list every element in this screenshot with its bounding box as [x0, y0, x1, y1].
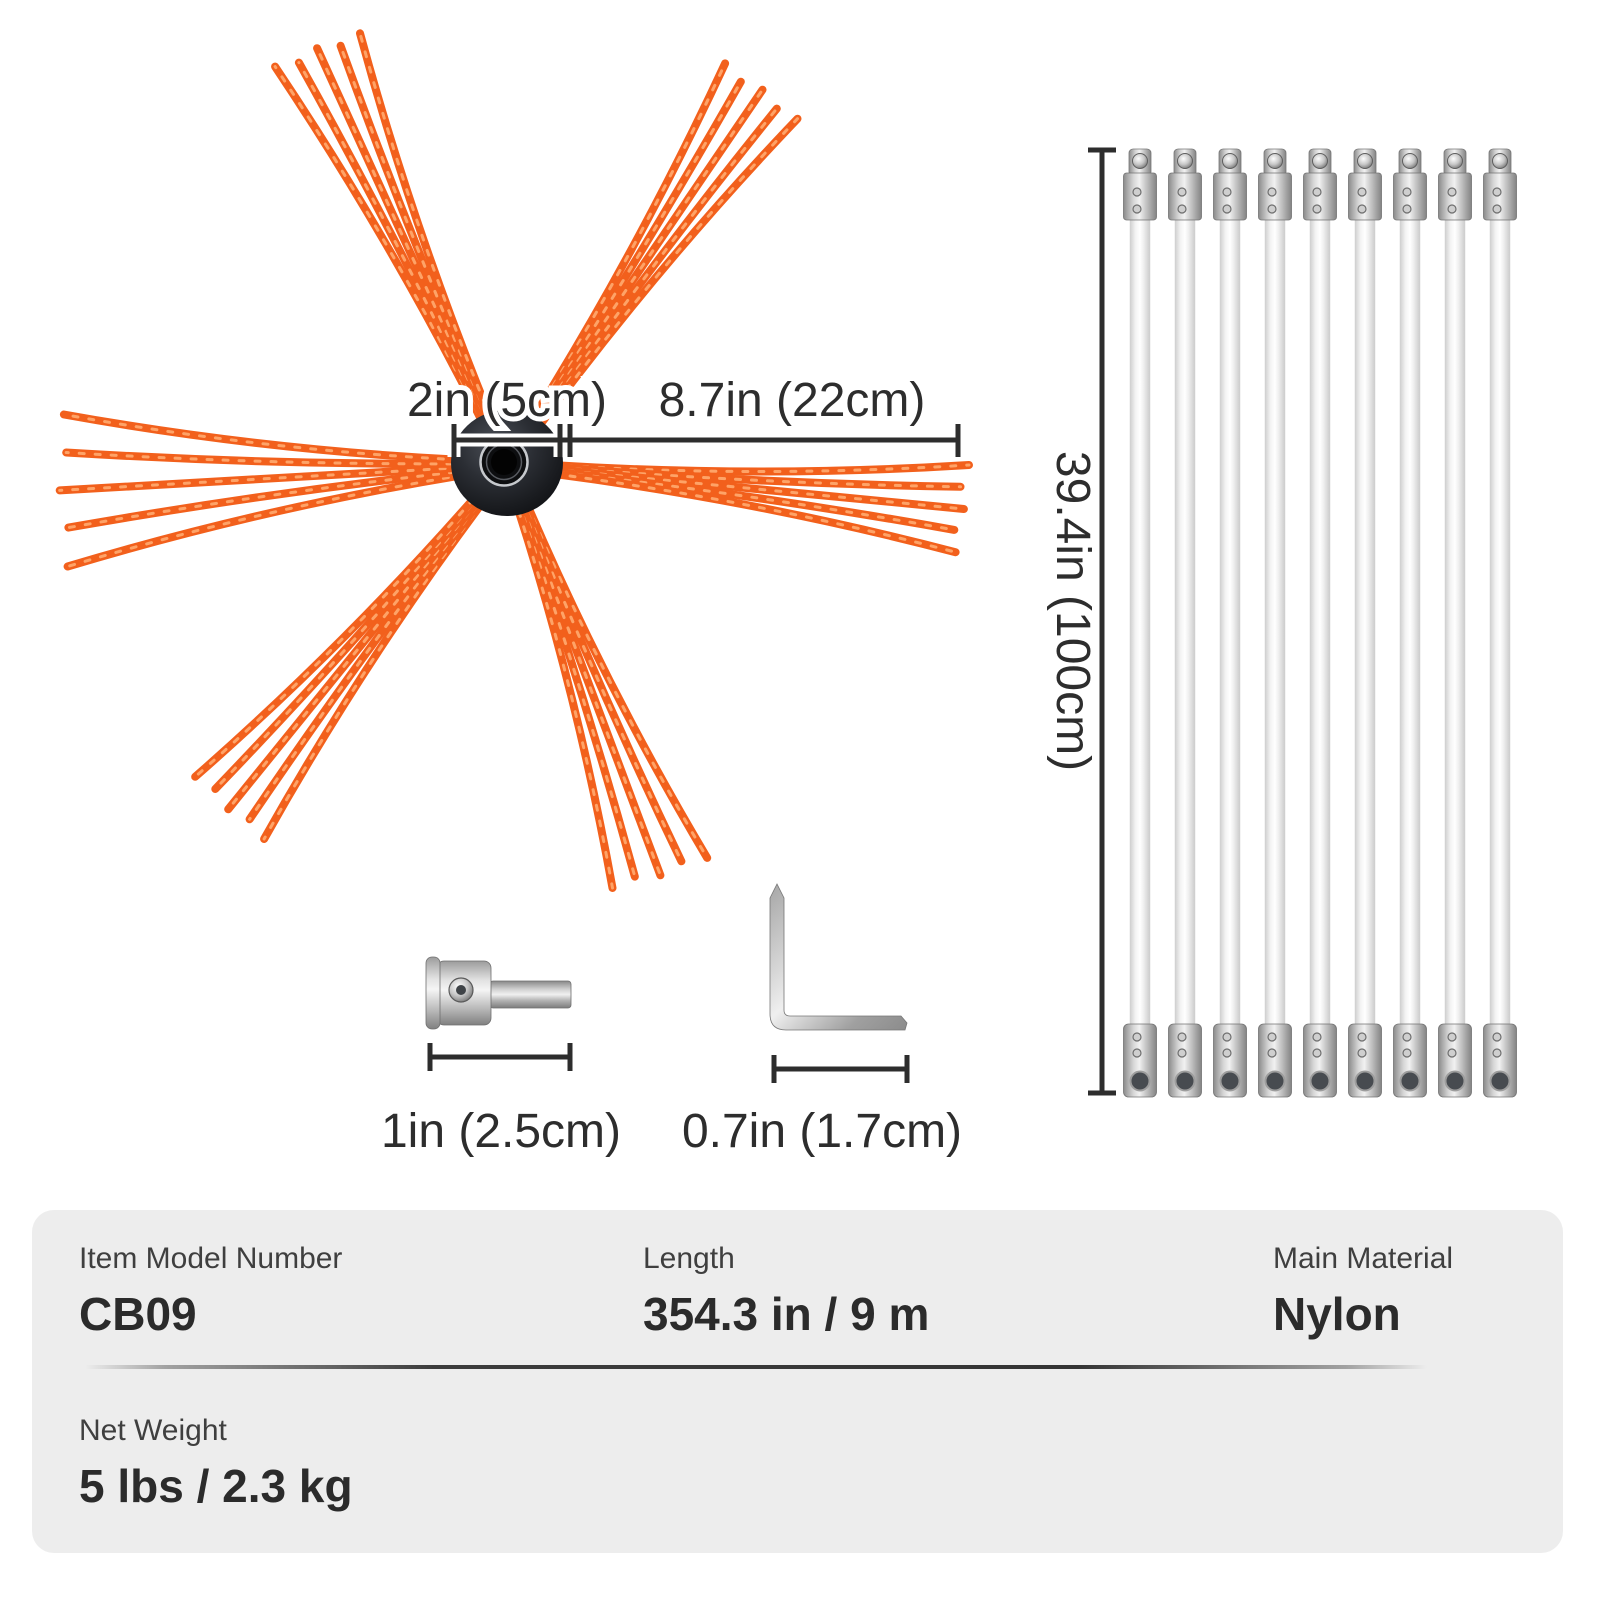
bristle-tuft: [546, 461, 973, 557]
spec-panel: Item Model Number CB09 Length 354.3 in /…: [32, 1210, 1563, 1553]
extension-rod: [1393, 148, 1427, 1098]
brush-bristle-length-label: 8.7in (22cm): [659, 374, 926, 427]
extension-rod: [1438, 148, 1472, 1098]
spec-length: Length 354.3 in / 9 m: [643, 1240, 929, 1342]
bristle-tuft: [271, 29, 497, 431]
spec-item-model-number: Item Model Number CB09: [79, 1240, 342, 1342]
rod-length-label: 39.4in (100cm): [1046, 451, 1099, 771]
extension-rods-illustration: [1123, 148, 1517, 1098]
extension-rod: [1168, 148, 1202, 1098]
brush-dimension-line: [447, 424, 965, 457]
extension-rod: [1258, 148, 1292, 1098]
extension-rod: [1123, 148, 1157, 1098]
spec-value: CB09: [79, 1287, 197, 1340]
extension-rod: [1483, 148, 1517, 1098]
spec-label: Net Weight: [79, 1414, 227, 1447]
spec-main-material: Main Material Nylon: [1273, 1240, 1453, 1342]
spec-value: Nylon: [1273, 1287, 1401, 1340]
spec-value: 354.3 in / 9 m: [643, 1287, 930, 1340]
spec-label: Length: [643, 1242, 735, 1275]
spec-net-weight: Net Weight 5 lbs / 2.3 kg: [79, 1412, 353, 1514]
extension-rod: [1213, 148, 1247, 1098]
extension-rod: [1348, 148, 1382, 1098]
bristle-tuft: [524, 59, 802, 436]
spec-value: 5 lbs / 2.3 kg: [79, 1459, 353, 1512]
rod-dimension-line: [1088, 147, 1116, 1096]
adapter-length-label: 1in (2.5cm): [381, 1105, 621, 1158]
hexkey-length-label: 0.7in (1.7cm): [682, 1105, 962, 1158]
spec-divider: [85, 1365, 1427, 1369]
brush-bristles-illustration: [55, 29, 973, 892]
bristle-tuft: [513, 500, 712, 892]
extension-rod: [1303, 148, 1337, 1098]
bristle-tuft: [191, 492, 487, 843]
brush-hub-width-label: 2in (5cm): [407, 374, 607, 427]
hexkey-dimension-line: [771, 1055, 910, 1083]
spec-label: Main Material: [1273, 1242, 1454, 1275]
adapter-dimension-line: [427, 1043, 573, 1071]
spec-label: Item Model Number: [79, 1242, 343, 1275]
bristle-tuft: [55, 410, 469, 571]
drill-adapter-illustration: [425, 956, 572, 1030]
hex-key-illustration: [769, 883, 908, 1031]
